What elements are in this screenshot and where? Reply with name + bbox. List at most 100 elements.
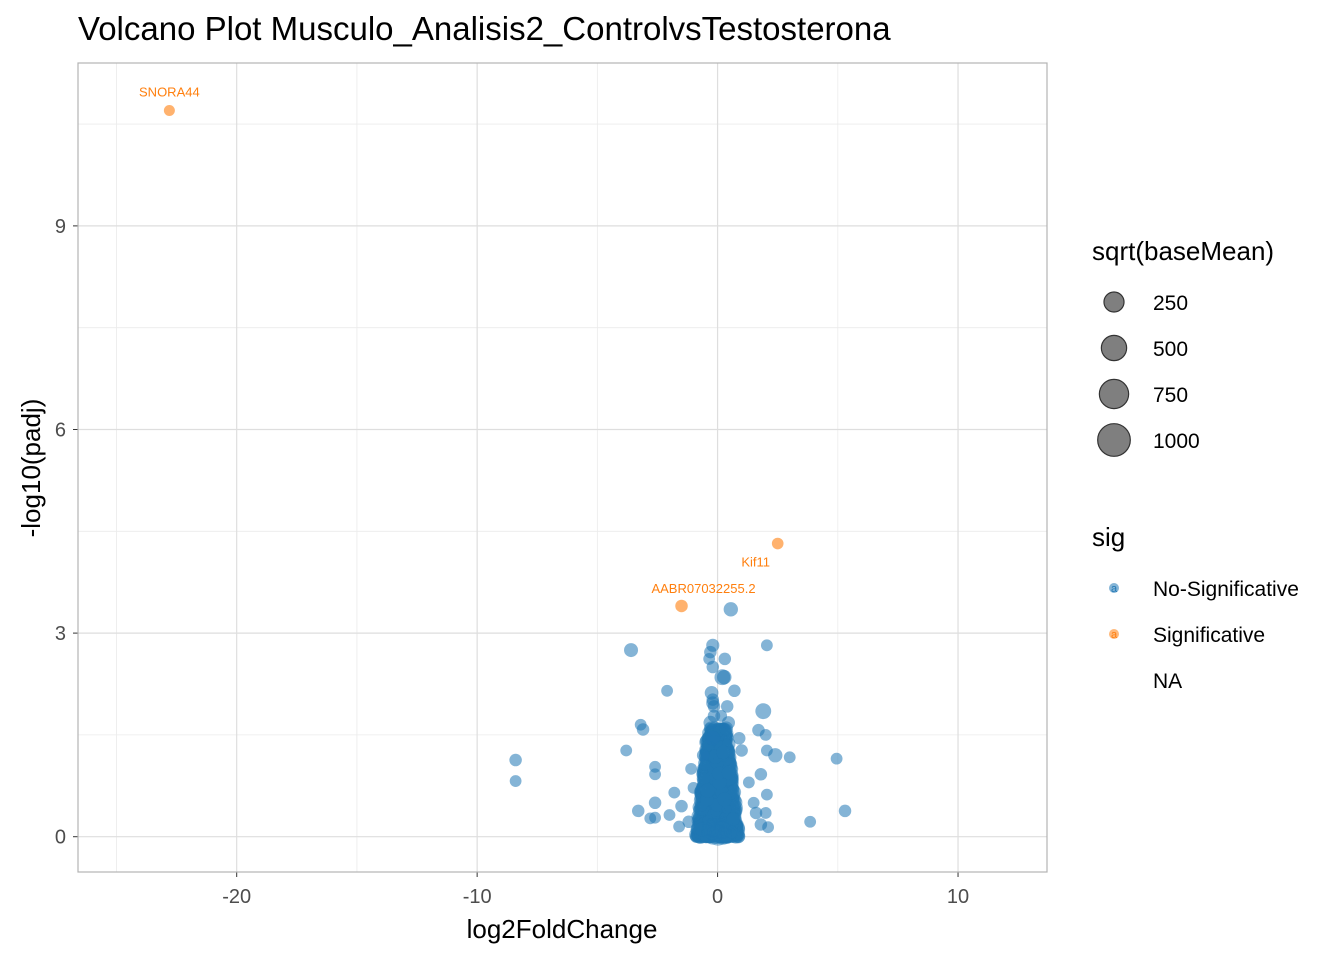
data-point	[682, 815, 695, 829]
chart-title: Volcano Plot Musculo_Analisis2_Controlvs…	[78, 10, 891, 47]
size-legend-key	[1098, 378, 1130, 410]
data-point	[707, 700, 721, 713]
data-point	[696, 749, 710, 762]
data-point	[749, 806, 763, 820]
x-tick-label: 10	[947, 886, 969, 908]
data-point	[711, 823, 730, 842]
data-point	[715, 820, 733, 838]
data-point	[509, 753, 522, 767]
significant-point	[675, 599, 688, 613]
color-legend-key	[1109, 583, 1119, 593]
data-point	[711, 825, 730, 843]
data-point	[707, 826, 719, 838]
data-point	[760, 639, 773, 652]
data-point	[685, 762, 698, 775]
data-point	[706, 818, 725, 837]
data-point	[631, 804, 645, 818]
data-point	[720, 700, 734, 713]
x-tick-label: -20	[222, 886, 251, 908]
y-axis-title: -log10(padj)	[16, 399, 46, 538]
data-point	[721, 804, 732, 814]
data-point	[705, 730, 721, 746]
data-point	[624, 643, 639, 658]
data-point	[702, 820, 722, 840]
significant-point	[771, 537, 784, 550]
data-point	[711, 821, 730, 840]
data-point	[707, 824, 725, 842]
data-point	[620, 744, 633, 757]
y-tick-label: 6	[55, 419, 66, 441]
data-point	[726, 812, 740, 826]
y-tick-label: 9	[55, 216, 66, 238]
legend: sqrt(baseMean) 250 500 750 1000 sig a No-Signif…	[1092, 236, 1299, 693]
data-point	[673, 820, 686, 833]
data-point	[687, 781, 700, 794]
size-legend-label: 500	[1153, 338, 1188, 361]
data-point	[649, 768, 661, 781]
data-point	[718, 652, 732, 666]
x-tick-label: -10	[463, 886, 492, 908]
y-tick-label: 3	[55, 623, 66, 645]
data-point	[705, 818, 724, 837]
data-point	[721, 765, 736, 780]
data-point	[712, 766, 726, 781]
plot-background	[78, 63, 1047, 872]
core-cluster	[689, 721, 746, 846]
data-point	[644, 812, 657, 825]
data-point	[728, 684, 741, 698]
data-point	[698, 772, 711, 785]
data-point	[830, 752, 843, 765]
data-point	[648, 796, 662, 810]
data-point	[768, 748, 783, 763]
data-point	[762, 821, 774, 834]
data-point	[711, 818, 731, 838]
data-point	[704, 822, 724, 842]
data-point	[755, 703, 772, 720]
data-point	[721, 716, 735, 730]
data-point	[703, 715, 718, 730]
point-label: Kif11	[741, 555, 770, 570]
size-legend-key	[1103, 291, 1125, 313]
data-point	[709, 825, 727, 843]
data-point	[699, 759, 711, 771]
data-point	[694, 822, 710, 837]
significant-point	[163, 104, 175, 117]
data-point	[706, 660, 720, 674]
data-point	[702, 818, 720, 836]
data-point	[747, 796, 760, 809]
color-legend-label: NA	[1153, 670, 1182, 693]
data-point	[759, 807, 772, 819]
data-point	[708, 826, 728, 846]
size-legend-label: 250	[1153, 292, 1188, 315]
data-point	[838, 804, 852, 818]
data-point	[717, 670, 732, 685]
x-tick-label: 0	[712, 886, 723, 908]
data-point	[742, 776, 755, 789]
data-point	[804, 815, 817, 828]
data-point	[668, 786, 681, 799]
data-point	[760, 788, 773, 801]
data-point	[509, 775, 522, 787]
data-point	[717, 792, 732, 807]
data-point	[704, 826, 722, 845]
color-legend-title: sig	[1092, 522, 1125, 552]
color-legend-glyph: a	[1111, 583, 1118, 595]
data-point	[702, 825, 721, 844]
data-point	[732, 732, 746, 745]
data-point	[723, 602, 738, 617]
data-point	[754, 768, 768, 781]
plot-border	[77, 62, 1048, 873]
data-point	[710, 820, 729, 839]
plot-panel: -20 -10 0 10 0 3 6 9 SNORA44 Kif11 AABR07032255.2	[55, 62, 1048, 908]
data-point	[701, 822, 720, 842]
y-tick-label: 0	[55, 827, 66, 849]
data-point	[703, 818, 722, 837]
size-legend-title: sqrt(baseMean)	[1092, 236, 1274, 266]
data-point	[783, 751, 796, 764]
data-point	[661, 684, 673, 697]
color-legend-label: No-Significative	[1153, 578, 1299, 601]
size-legend-label: 750	[1153, 384, 1188, 407]
data-point	[715, 820, 734, 839]
